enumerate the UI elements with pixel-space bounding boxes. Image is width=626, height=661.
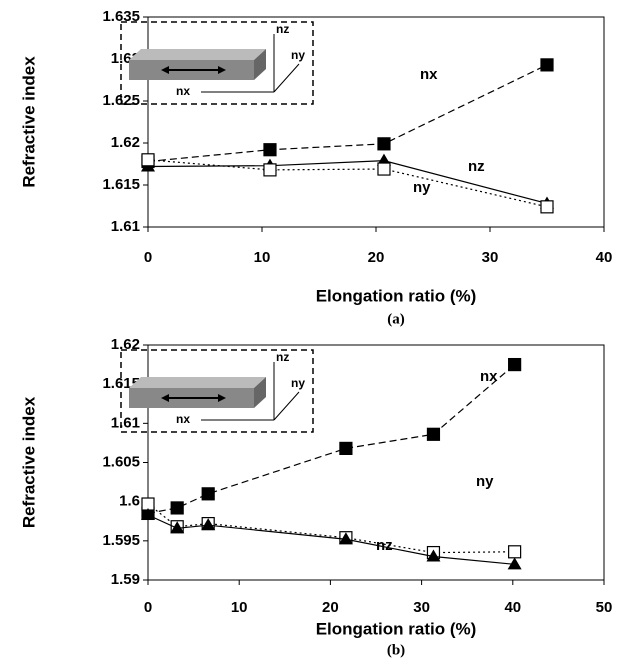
- x-axis-title: Elongation ratio (%): [316, 286, 477, 305]
- y-axis-title: Refractive index: [19, 56, 38, 188]
- arrow-head: [161, 66, 169, 74]
- marker: [426, 549, 441, 562]
- x-tick-label: 20: [368, 249, 385, 266]
- y-tick-label: 1.61: [111, 218, 140, 235]
- slab-top: [129, 377, 266, 388]
- y-tick-label: 1.59: [111, 571, 140, 588]
- y-tick-label: 1.61: [111, 414, 140, 431]
- y-tick-label: 1.595: [102, 532, 140, 549]
- y-tick-label: 1.605: [102, 453, 140, 470]
- x-tick-label: 50: [596, 599, 613, 616]
- series-line: [147, 160, 548, 205]
- y-tick-label: 1.635: [102, 8, 140, 25]
- plot-frame: [147, 16, 605, 228]
- marker: [263, 143, 277, 157]
- x-tick-label: 0: [144, 599, 152, 616]
- panel-label: (a): [387, 311, 405, 327]
- series-label: nz: [376, 537, 393, 554]
- marker: [263, 163, 277, 177]
- inset-label: ny: [291, 376, 305, 390]
- marker: [377, 137, 391, 151]
- x-tick-label: 0: [144, 249, 152, 266]
- arrow-head: [218, 66, 226, 74]
- panel-label: (b): [387, 642, 405, 658]
- x-tick-label: 30: [413, 599, 430, 616]
- marker: [338, 532, 353, 545]
- y-tick-label: 1.6: [119, 493, 140, 510]
- arrow-head: [218, 394, 226, 402]
- series-line: [147, 514, 515, 565]
- x-tick-label: 10: [231, 599, 248, 616]
- marker: [377, 162, 391, 176]
- x-tick-label: 20: [322, 599, 339, 616]
- y-axis-title: Refractive index: [19, 396, 38, 528]
- marker: [540, 200, 554, 214]
- inset-label: nx: [176, 412, 190, 426]
- marker: [201, 487, 215, 501]
- y-tick-label: 1.615: [102, 176, 140, 193]
- series-line: [147, 64, 548, 163]
- marker: [141, 507, 155, 520]
- marker: [540, 58, 554, 72]
- series-label: nz: [468, 158, 485, 175]
- y-tick-label: 1.62: [111, 134, 140, 151]
- slab-side: [254, 377, 266, 408]
- inset-label: ny: [291, 48, 305, 62]
- axis-y: [273, 63, 300, 93]
- marker: [507, 557, 522, 570]
- marker: [508, 545, 522, 559]
- slab-side: [254, 49, 266, 80]
- marker: [201, 518, 216, 531]
- x-axis-title: Elongation ratio (%): [316, 619, 477, 638]
- marker: [339, 441, 353, 455]
- axis-y: [273, 391, 300, 421]
- series-label: ny: [476, 473, 494, 490]
- marker: [508, 357, 522, 372]
- x-tick-label: 30: [482, 249, 499, 266]
- series-label: nx: [480, 368, 498, 385]
- x-tick-label: 40: [596, 249, 613, 266]
- marker: [170, 501, 184, 515]
- slab-top: [129, 49, 266, 60]
- series-label: ny: [413, 179, 431, 196]
- series-line: [147, 159, 548, 208]
- inset-label: nz: [276, 22, 289, 36]
- y-tick-label: 1.625: [102, 92, 140, 109]
- inset-label: nz: [276, 350, 289, 364]
- arrow-head: [161, 394, 169, 402]
- series-label: nx: [420, 66, 438, 83]
- inset-frame: [120, 349, 314, 433]
- marker: [141, 153, 155, 167]
- inset-label: nx: [176, 84, 190, 98]
- inset-frame: [120, 21, 314, 105]
- y-tick-label: 1.62: [111, 336, 140, 353]
- x-tick-label: 40: [504, 599, 521, 616]
- x-tick-label: 10: [254, 249, 271, 266]
- marker: [426, 427, 441, 441]
- marker: [170, 521, 185, 534]
